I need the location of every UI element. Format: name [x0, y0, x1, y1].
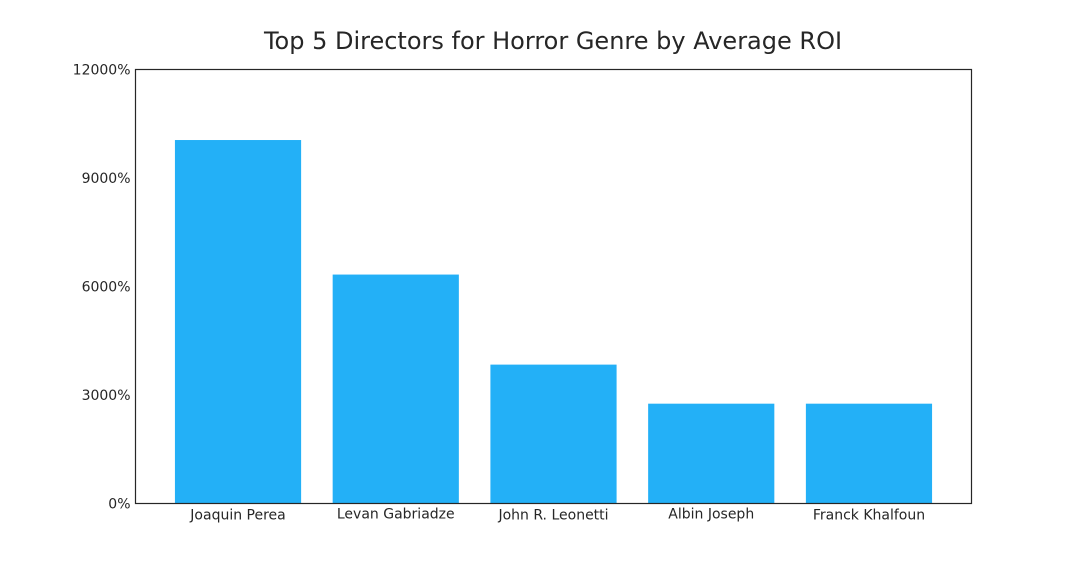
- x-tick-label: John R. Leonetti: [497, 508, 608, 524]
- chart-title: Top 5 Directors for Horror Genre by Aver…: [263, 27, 842, 55]
- x-tick-label: Albin Joseph: [668, 507, 754, 523]
- x-axis: Joaquin Perea Levan Gabriadze John R. Leon…: [189, 507, 925, 524]
- x-tick-label: Joaquin Perea: [189, 508, 285, 524]
- x-tick-label: Levan Gabriadze: [337, 507, 455, 523]
- y-tick-label: 12000%: [73, 63, 131, 79]
- y-tick-label: 0%: [108, 497, 130, 513]
- plot-frame: [134, 68, 973, 505]
- y-tick-label: 3000%: [82, 388, 131, 404]
- y-tick-label: 6000%: [82, 280, 131, 296]
- bar: [174, 140, 302, 504]
- bar: [332, 274, 459, 504]
- x-tick-label: Franck Khalfoun: [813, 508, 925, 524]
- bar: [490, 364, 617, 504]
- y-axis: 0% 3000% 6000% 9000% 12000%: [73, 63, 131, 513]
- bar: [805, 403, 933, 504]
- bar: [648, 403, 775, 504]
- bars: [174, 140, 933, 504]
- y-tick-label: 9000%: [82, 171, 131, 187]
